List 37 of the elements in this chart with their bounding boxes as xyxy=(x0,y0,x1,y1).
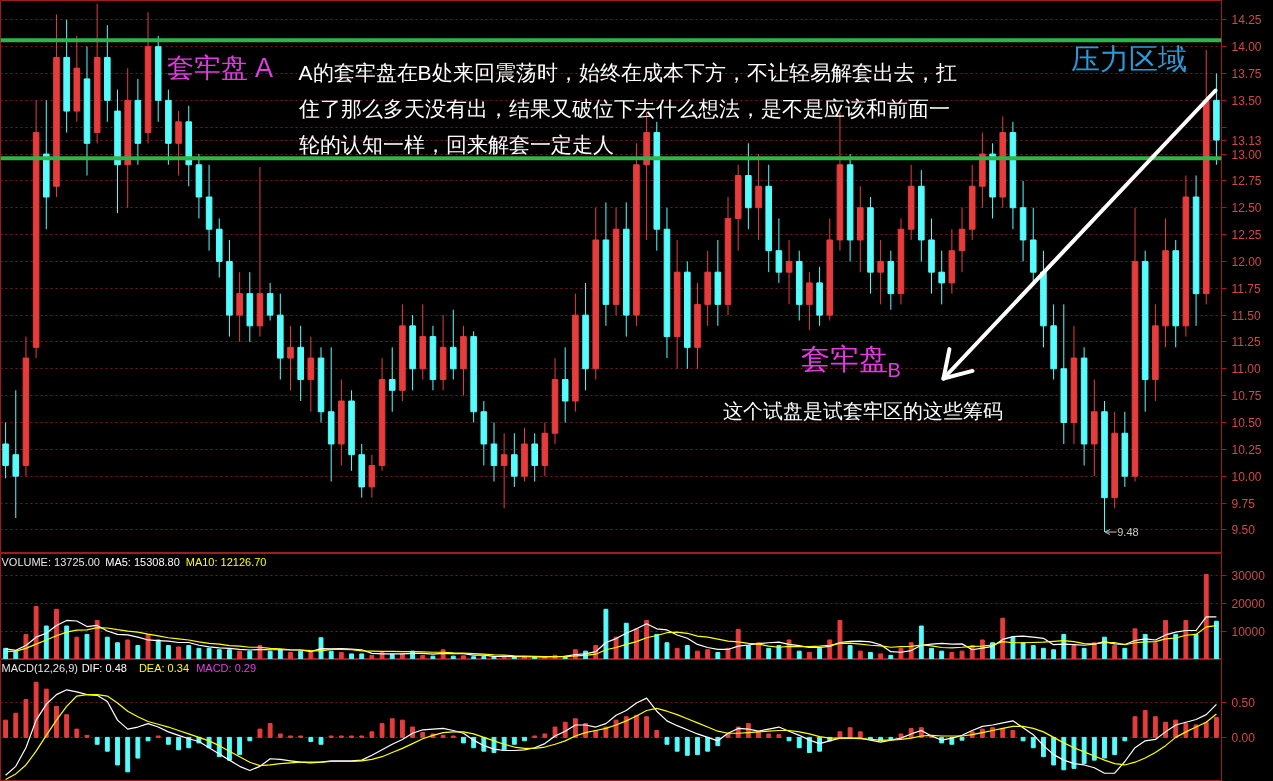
y-tick-label: 10.00 xyxy=(1231,469,1262,484)
annotation: 压力区域 xyxy=(1070,42,1187,75)
y-tick-label: 9.75 xyxy=(1231,496,1256,511)
y-tick-label: 14.00 xyxy=(1231,40,1262,55)
y-tick-label: 13.13 xyxy=(1231,133,1262,148)
y-tick-label: 11.75 xyxy=(1231,281,1261,296)
y-tick-label: 10.50 xyxy=(1231,416,1262,430)
y-tick-label: 30000 xyxy=(1231,569,1266,584)
y-tick-label: 13.00 xyxy=(1231,147,1262,162)
y-tick-label: 14.25 xyxy=(1231,13,1262,28)
y-tick-label: 10.75 xyxy=(1231,389,1262,404)
y-tick-label: 9.50 xyxy=(1231,523,1256,538)
text: MA10: 12126.70 xyxy=(185,555,267,568)
annotation: MACD: 0.29 xyxy=(196,661,257,674)
y-tick-label: 13.75 xyxy=(1231,67,1262,82)
chart-title: MACD(12,26,9) xyxy=(1,661,78,674)
y-tick-label: 0.00 xyxy=(1231,730,1256,745)
y-tick-label: 12.50 xyxy=(1231,201,1262,216)
annotation: A的套牢盘在B处来回震荡时，始终在成本下方，不让轻易解套出去，扛住了那么多天没有出，结果又破位下去什么想法，是不是应该和前面一轮的认知一样，回来解套一定走人 xyxy=(297,61,957,156)
y-tick-label: 0.50 xyxy=(1231,696,1256,711)
series-label: DIF: 0.48 xyxy=(81,661,127,674)
text: MA5: 15308.80 xyxy=(105,555,180,568)
y-tick-label: 10000 xyxy=(1231,625,1266,640)
annotation: 套牢盘 A xyxy=(166,52,274,83)
annotation: 9.48 xyxy=(1117,526,1139,539)
y-tick-label: 20000 xyxy=(1231,597,1266,612)
y-tick-label: 10.25 xyxy=(1231,442,1262,457)
chart-title: VOLUME: 13725.00 xyxy=(1,555,100,568)
y-tick-label: 11.00 xyxy=(1231,362,1261,377)
annotation: 这个试盘是试套牢区的这些筹码 xyxy=(722,399,1003,422)
y-tick-label: 11.25 xyxy=(1231,335,1261,350)
y-tick-label: 12.25 xyxy=(1231,228,1262,243)
y-tick-label: 12.75 xyxy=(1231,174,1262,189)
text: DEA: 0.34 xyxy=(138,661,190,674)
y-tick-label: 11.50 xyxy=(1231,308,1261,323)
y-tick-label: 12.00 xyxy=(1231,254,1262,269)
y-tick-label: 13.50 xyxy=(1231,93,1262,108)
